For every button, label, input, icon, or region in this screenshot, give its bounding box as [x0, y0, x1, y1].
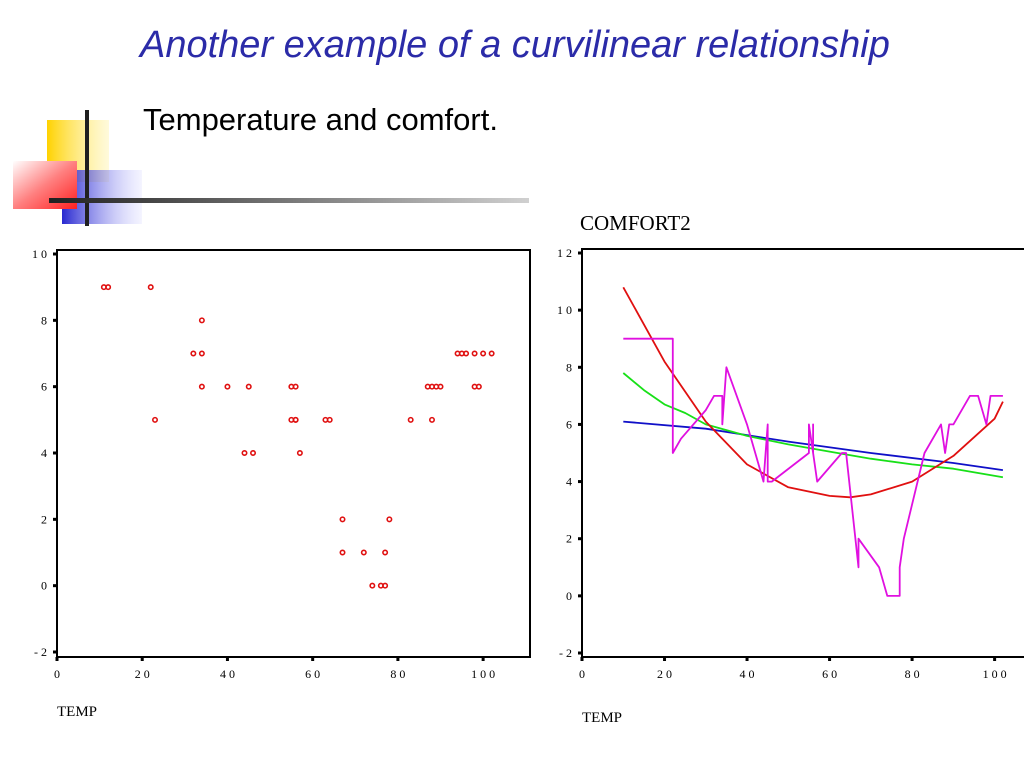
scatter-point [241, 449, 248, 456]
scatter-point [224, 383, 231, 390]
x-tick-label: 0 [54, 667, 60, 681]
y-tick-label: 2 [41, 512, 47, 526]
fit-x-axis-label: TEMP [582, 710, 622, 726]
scatter-point [245, 383, 252, 390]
scatter-point [407, 416, 414, 423]
y-tick-label: - 2 [559, 646, 572, 660]
scatter-point [339, 516, 346, 523]
y-tick-label: 6 [41, 380, 47, 394]
y-tick-label: 0 [566, 589, 572, 603]
x-tick-label: 8 0 [390, 667, 405, 681]
slide-title: Another example of a curvilinear relatio… [140, 24, 890, 66]
scatter-point [471, 350, 478, 357]
scatter-point [105, 284, 112, 291]
scatter-point [198, 317, 205, 324]
scatter-point [250, 449, 257, 456]
fit-lines [622, 286, 1004, 597]
deco-horizontal-rule [49, 198, 529, 203]
x-tick-label: 2 0 [657, 667, 672, 681]
scatter-x-axis: 0 2 0 4 0 6 0 8 0 1 0 0 [54, 657, 495, 681]
fit-plot-frame [581, 248, 1024, 658]
y-tick-label: 6 [566, 417, 572, 431]
y-tick-label: 1 0 [557, 303, 572, 317]
scatter-chart-temp-comfort: 1 0 8 6 4 2 0 - 2 0 2 0 4 0 6 0 8 0 1 0 0 TEMP [32, 247, 531, 720]
y-tick-label: - 2 [34, 645, 47, 659]
fit-line-stepwise [623, 337, 1003, 597]
y-tick-label: 1 2 [557, 246, 572, 260]
x-tick-label: 4 0 [220, 667, 235, 681]
x-tick-label: 1 0 0 [983, 667, 1007, 681]
scatter-point [382, 582, 389, 589]
scatter-point [382, 549, 389, 556]
scatter-point [292, 416, 299, 423]
fit-chart-title: COMFORT2 [580, 211, 691, 235]
scatter-point [190, 350, 197, 357]
y-tick-label: 2 [566, 532, 572, 546]
scatter-point [369, 582, 376, 589]
scatter-point [147, 284, 154, 291]
scatter-point [428, 416, 435, 423]
deco-vertical-bar [85, 110, 89, 226]
y-tick-label: 1 0 [32, 247, 47, 261]
scatter-point [198, 350, 205, 357]
y-tick-label: 4 [41, 446, 47, 460]
decorative-corner-graphic [13, 110, 529, 226]
scatter-point [198, 383, 205, 390]
scatter-plot-frame [56, 249, 531, 658]
scatter-point [488, 350, 495, 357]
y-tick-label: 4 [566, 475, 572, 489]
x-tick-label: 8 0 [905, 667, 920, 681]
fit-line-quadratic [622, 286, 1004, 499]
scatter-point [360, 549, 367, 556]
scatter-point [480, 350, 487, 357]
scatter-x-axis-label: TEMP [57, 704, 97, 720]
y-tick-label: 8 [566, 360, 572, 374]
y-tick-label: 0 [41, 579, 47, 593]
x-tick-label: 1 0 0 [471, 667, 495, 681]
fitted-curves-chart: COMFORT2 1 2 1 0 8 6 4 2 0 - 2 0 2 0 4 0 6 0 8 0 1 0… [557, 211, 1024, 726]
fit-line-linear [623, 420, 1004, 471]
y-tick-label: 8 [41, 313, 47, 327]
x-tick-label: 6 0 [822, 667, 837, 681]
fit-y-axis: 1 2 1 0 8 6 4 2 0 - 2 [557, 246, 582, 660]
scatter-point [152, 416, 159, 423]
scatter-point [292, 383, 299, 390]
slide-subtitle: Temperature and comfort. [143, 102, 498, 137]
x-tick-label: 2 0 [135, 667, 150, 681]
scatter-point [463, 350, 470, 357]
scatter-point [475, 383, 482, 390]
scatter-y-axis: 1 0 8 6 4 2 0 - 2 [32, 247, 57, 659]
fit-x-axis: 0 2 0 4 0 6 0 8 0 1 0 0 [579, 657, 1007, 681]
scatter-point [386, 516, 393, 523]
x-tick-label: 0 [579, 667, 585, 681]
scatter-point [296, 449, 303, 456]
scatter-point [339, 549, 346, 556]
scatter-point [437, 383, 444, 390]
scatter-point [326, 416, 333, 423]
x-tick-label: 4 0 [740, 667, 755, 681]
scatter-points [100, 284, 495, 589]
x-tick-label: 6 0 [305, 667, 320, 681]
